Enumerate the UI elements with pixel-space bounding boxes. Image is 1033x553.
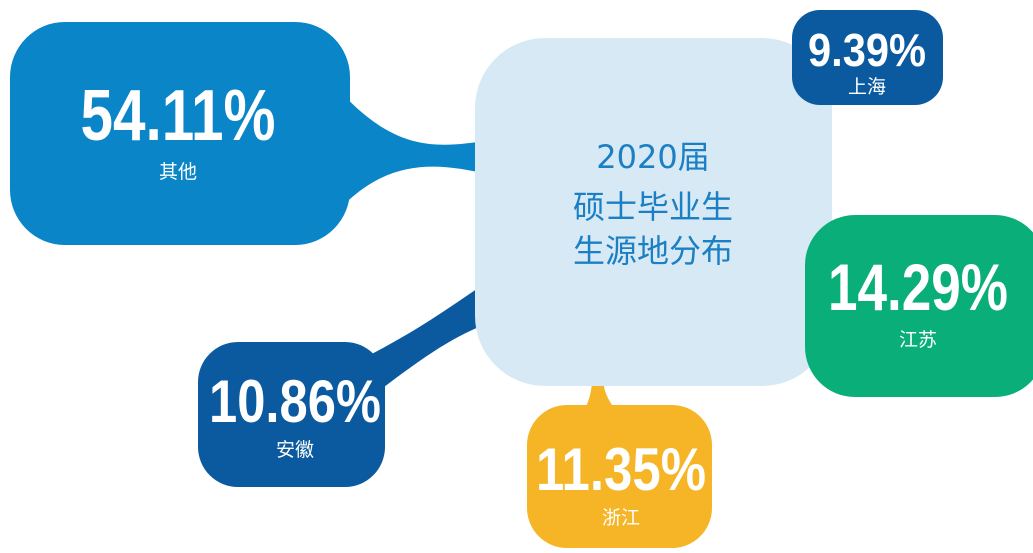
label: 其他 <box>159 161 197 183</box>
label: 江苏 <box>899 329 937 351</box>
percent: 9.39% <box>808 24 926 76</box>
center-box <box>475 38 832 386</box>
percent: 14.29% <box>828 250 1008 324</box>
label: 安徽 <box>276 439 314 461</box>
bubble <box>805 215 1033 397</box>
label: 浙江 <box>602 507 640 529</box>
percent: 11.35% <box>536 436 706 503</box>
percent: 10.86% <box>209 368 381 435</box>
bubble <box>198 342 385 487</box>
center-line: 生源地分布 <box>573 232 733 270</box>
connector <box>330 80 490 220</box>
center-line: 2020届 <box>596 138 709 176</box>
center-line: 硕士毕业生 <box>573 188 733 226</box>
bubble <box>792 10 943 105</box>
percent: 54.11% <box>81 76 276 156</box>
bubble <box>527 405 712 548</box>
connector <box>360 280 500 390</box>
label: 上海 <box>848 76 886 98</box>
bubble <box>10 22 350 245</box>
